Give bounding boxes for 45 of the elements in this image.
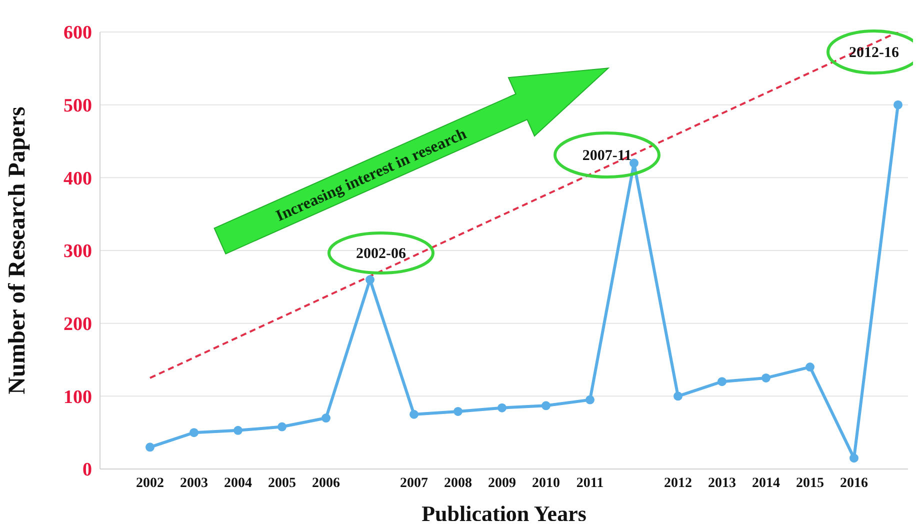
x-tick-label: 2015 (796, 476, 824, 491)
point (498, 403, 506, 412)
point (366, 275, 374, 284)
x-axis-title: Publication Years (422, 501, 587, 526)
y-tick-label: 500 (64, 96, 92, 117)
point (146, 442, 154, 452)
x-tick-label: 2002 (136, 476, 164, 491)
annotation: 2007-11 (582, 148, 632, 164)
x-tick-label: 2012 (664, 476, 692, 491)
point (190, 428, 198, 438)
point (278, 422, 286, 432)
x-tick-label: 2008 (444, 476, 472, 491)
point (894, 100, 902, 110)
y-tick-label: 100 (64, 386, 92, 408)
point (674, 392, 682, 401)
x-tick-label: 2003 (180, 476, 208, 491)
annotation: 2012-16 (849, 45, 900, 61)
y-axis-title: Number of Research Papers (4, 106, 31, 394)
x-tick-label: 2011 (576, 476, 604, 491)
point (762, 373, 770, 382)
point (322, 414, 330, 423)
x-tick-label: 2004 (224, 476, 252, 491)
y-tick-label: 200 (64, 314, 92, 336)
point (850, 454, 858, 463)
x-tick-label: 2009 (488, 476, 516, 491)
x-tick-label: 2010 (532, 476, 560, 491)
point (234, 426, 242, 435)
point (718, 377, 726, 386)
y-tick-label: 400 (64, 168, 92, 190)
point (586, 395, 594, 404)
point (806, 362, 814, 372)
x-tick-label: 2014 (752, 476, 780, 491)
point (410, 410, 418, 419)
point (454, 406, 462, 416)
x-tick-label: 2006 (312, 476, 340, 491)
x-tick-label: 2016 (840, 476, 868, 491)
point (630, 158, 638, 168)
point (542, 401, 550, 410)
annotation: 2002-06 (356, 246, 406, 262)
x-tick-label: 2005 (268, 476, 296, 491)
y-tick-label: 300 (64, 241, 92, 262)
x-tick-label: 2013 (708, 476, 736, 491)
y-tick-label: 0 (82, 460, 92, 481)
y-tick-label: 600 (64, 22, 92, 44)
x-tick-label: 2007 (400, 476, 428, 491)
